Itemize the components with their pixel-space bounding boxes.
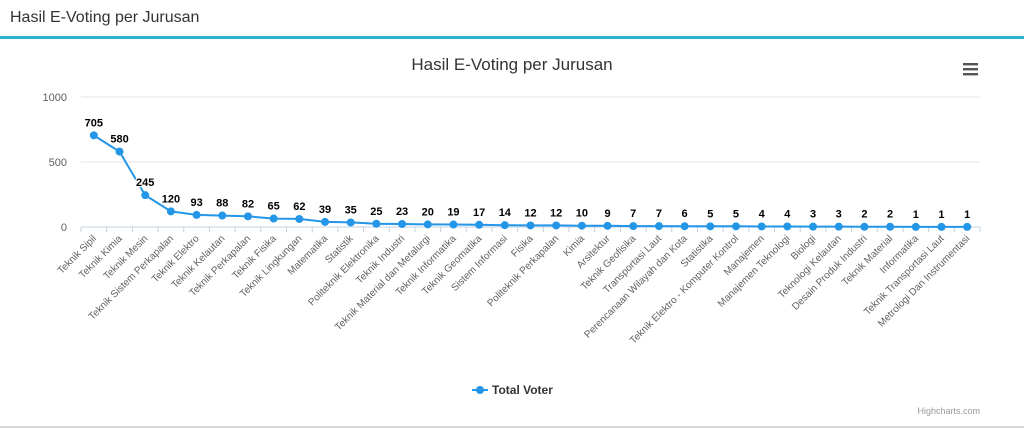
data-point[interactable] [911, 222, 920, 231]
data-label: 14 [499, 207, 512, 219]
data-label: 705 [85, 117, 103, 129]
data-point[interactable] [526, 221, 535, 230]
bottom-divider [0, 426, 1024, 428]
panel-title: Hasil E-Voting per Jurusan [10, 9, 200, 26]
data-label: 20 [422, 206, 434, 218]
y-tick-label: 0 [61, 222, 67, 234]
data-label: 7 [656, 208, 662, 220]
legend-item-total-voter[interactable]: Total Voter [472, 383, 553, 397]
data-point[interactable] [886, 222, 895, 231]
data-label: 120 [162, 193, 180, 205]
data-point[interactable] [475, 220, 484, 229]
data-point[interactable] [398, 220, 407, 229]
data-label: 1 [913, 209, 919, 221]
data-label: 17 [473, 207, 485, 219]
data-point[interactable] [577, 221, 586, 230]
data-label: 5 [707, 208, 713, 220]
data-point[interactable] [346, 218, 355, 227]
data-point[interactable] [809, 222, 818, 231]
data-point[interactable] [629, 222, 638, 231]
data-label: 25 [370, 206, 382, 218]
data-point[interactable] [192, 210, 201, 219]
hamburger-menu-icon[interactable] [958, 59, 982, 79]
data-label: 580 [110, 134, 128, 146]
data-label: 3 [810, 209, 816, 221]
data-point[interactable] [706, 222, 715, 231]
data-label: 4 [759, 208, 766, 220]
data-label: 1 [964, 209, 970, 221]
data-label: 93 [190, 197, 202, 209]
legend-label: Total Voter [492, 383, 553, 397]
data-label: 23 [396, 206, 408, 218]
data-label: 12 [550, 207, 562, 219]
data-label: 245 [136, 177, 154, 189]
y-tick-label: 1000 [43, 92, 67, 104]
data-point[interactable] [166, 207, 175, 216]
data-point[interactable] [89, 131, 98, 140]
header-divider [0, 36, 1024, 39]
legend-marker [476, 386, 484, 394]
panel-header: Hasil E-Voting per Jurusan [0, 0, 1024, 36]
data-point[interactable] [860, 222, 869, 231]
chart-title: Hasil E-Voting per Jurusan [411, 55, 612, 74]
data-point[interactable] [449, 220, 458, 229]
data-label: 2 [861, 209, 867, 221]
line-chart: Hasil E-Voting per Jurusan 0 500 1000 Tekn… [43, 55, 982, 416]
data-label: 9 [604, 208, 610, 220]
data-label: 6 [682, 208, 688, 220]
data-point[interactable] [423, 220, 432, 229]
data-point[interactable] [757, 222, 766, 231]
data-label: 39 [319, 204, 331, 216]
data-point[interactable] [963, 222, 972, 231]
data-point[interactable] [321, 217, 330, 226]
y-tick-label: 500 [49, 157, 67, 169]
data-label: 62 [293, 201, 305, 213]
data-label: 12 [524, 207, 536, 219]
data-label: 19 [447, 207, 459, 219]
series-total-voter [89, 131, 972, 231]
data-point[interactable] [654, 222, 663, 231]
data-point[interactable] [731, 222, 740, 231]
data-point[interactable] [603, 221, 612, 230]
data-label: 5 [733, 208, 739, 220]
data-point[interactable] [680, 222, 689, 231]
data-point[interactable] [500, 221, 509, 230]
data-label: 7 [630, 208, 636, 220]
data-label: 82 [242, 198, 254, 210]
data-label: 65 [268, 201, 280, 213]
data-label: 88 [216, 198, 228, 210]
data-point[interactable] [141, 191, 150, 200]
data-point[interactable] [552, 221, 561, 230]
data-point[interactable] [269, 214, 278, 223]
chart-container: Hasil E-Voting per Jurusan 0 500 1000 Tekn… [0, 39, 1024, 428]
data-point[interactable] [243, 212, 252, 221]
y-axis: 0 500 1000 [43, 92, 67, 234]
credits-link[interactable]: Highcharts.com [917, 406, 980, 416]
data-label: 1 [938, 209, 944, 221]
data-point[interactable] [115, 147, 124, 156]
data-label: 3 [836, 209, 842, 221]
data-point[interactable] [783, 222, 792, 231]
data-label: 4 [784, 208, 791, 220]
data-point[interactable] [937, 222, 946, 231]
data-point[interactable] [372, 219, 381, 228]
data-point[interactable] [295, 214, 304, 223]
data-label: 2 [887, 209, 893, 221]
data-point[interactable] [218, 211, 227, 220]
data-point[interactable] [834, 222, 843, 231]
data-label: 35 [345, 204, 357, 216]
data-label: 10 [576, 208, 588, 220]
